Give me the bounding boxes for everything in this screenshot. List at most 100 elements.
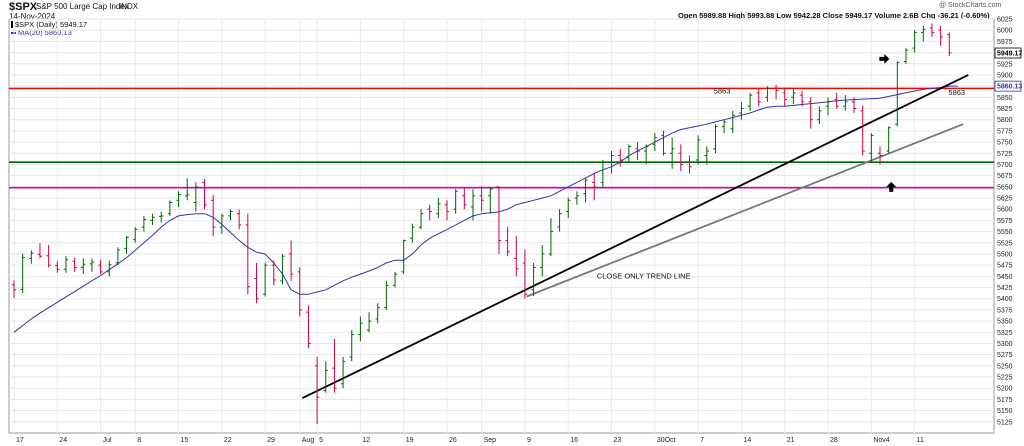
ohlc-bar	[808, 97, 813, 129]
last-price-tag: 5949.17	[997, 51, 1022, 58]
ohlc-bar	[557, 209, 562, 232]
ohlc-bar	[55, 261, 60, 273]
ohlc-bar	[418, 209, 424, 230]
chart-annotation: 5863	[714, 87, 731, 96]
ohlc-bar	[29, 250, 34, 264]
y-tick-label: 5700	[997, 162, 1013, 169]
ohlc-bar	[462, 186, 467, 210]
ohlc-bar	[626, 144, 632, 163]
ohlc-bar	[271, 260, 276, 286]
ohlc-bars	[11, 23, 952, 425]
y-tick-label: 5525	[997, 240, 1013, 247]
chart-date: 14-Nov-2024	[9, 12, 56, 21]
ohlc-bar	[72, 258, 77, 272]
x-tick-label: 16	[570, 437, 578, 444]
ohlc-bar	[817, 106, 822, 125]
ohlc-bar	[124, 236, 129, 254]
ohlc-bar	[860, 105, 865, 156]
x-axis: 17 24 Jul 8 15 22 29 Aug 5 12 19 26 Sep 9 16 23 30Oct 7 14…	[16, 437, 924, 444]
ohlc-bar	[81, 258, 86, 275]
ohlc-bar	[643, 144, 649, 165]
ohlc-bar	[713, 124, 718, 154]
ohlc-bar	[799, 90, 805, 107]
ohlc-bar	[895, 61, 900, 127]
y-tick-label: 5450	[997, 274, 1013, 281]
ohlc-bar	[314, 356, 320, 425]
y-tick-label: 5425	[997, 285, 1013, 292]
x-tick-label: 12	[362, 437, 370, 444]
ohlc-bar	[661, 130, 666, 156]
ohlc-bar	[635, 142, 640, 160]
trendline	[526, 123, 964, 298]
y-tick-label: 5400	[997, 296, 1013, 303]
ohlc-bar	[929, 23, 935, 37]
ma-value-tag-box	[994, 80, 1022, 92]
x-tick-label: 21	[787, 437, 795, 444]
ohlc-bar	[704, 146, 709, 165]
y-tick-label: 5150	[997, 408, 1013, 415]
ohlc-bar	[721, 119, 727, 134]
ohlc-bar	[410, 223, 415, 243]
ohlc-bar	[548, 218, 554, 257]
ohlc-bar	[687, 155, 692, 174]
ma-value-tag: 5860.13	[997, 84, 1022, 91]
y-tick-label: 5375	[997, 307, 1013, 314]
ohlc-bar	[773, 84, 779, 100]
legend-price: $SPX (Daily) 5949.17	[11, 20, 87, 29]
y-tick-label: 5650	[997, 184, 1013, 191]
x-tick-label: 17	[16, 437, 24, 444]
exchange-label: INDX	[119, 2, 139, 11]
y-axis: 6025600059755950592559005875585058255800…	[997, 17, 1013, 427]
ohlc-bar	[652, 133, 658, 152]
x-tick-label: Aug	[302, 437, 315, 444]
stockcharts-credit: @ StockCharts.com	[939, 2, 1002, 9]
ohlc-bar	[678, 144, 684, 172]
y-tick-label: 5600	[997, 207, 1013, 214]
y-tick-label: 5750	[997, 140, 1013, 147]
x-tick-label: 19	[406, 437, 414, 444]
arrow-up-icon	[886, 181, 897, 192]
marker-layer	[879, 53, 897, 192]
x-tick-label: Jul	[103, 437, 112, 444]
ohlc-bar	[851, 97, 857, 113]
ohlc-bar	[583, 177, 588, 203]
y-tick-label: 5575	[997, 218, 1013, 225]
chart-annotation: 5863	[948, 88, 965, 97]
ohlc-bar	[219, 213, 225, 234]
ohlc-bar	[228, 209, 233, 221]
ohlc-bar	[765, 86, 770, 102]
ohlc-bar	[488, 186, 493, 214]
ohlc-bar	[938, 25, 943, 46]
y-tick-label: 6025	[997, 17, 1013, 24]
x-tick-label: 9	[527, 437, 531, 444]
y-tick-label: 5475	[997, 263, 1013, 270]
ohlc-bar	[574, 191, 580, 205]
ohlc-bar	[340, 356, 346, 389]
ohlc-bar	[297, 267, 302, 317]
ohlc-bar	[695, 135, 701, 165]
ohlc-bar	[401, 239, 406, 275]
ohlc-bar	[210, 194, 216, 237]
y-tick-label: 6000	[997, 28, 1013, 35]
y-tick-label: 5225	[997, 375, 1013, 382]
ohlc-bar	[756, 88, 761, 107]
ohlc-bar	[531, 262, 536, 297]
ohlc-bar	[133, 227, 138, 243]
ohlc-bar	[288, 240, 294, 281]
ohlc-bar	[436, 198, 441, 219]
moving-average-layer	[13, 85, 958, 333]
ohlc-bar	[427, 204, 432, 221]
index-name: S&P 500 Large Cap Index	[36, 2, 129, 11]
ohlc-bar	[877, 146, 883, 165]
ohlc-bar	[306, 305, 311, 348]
legend-price-swatch	[11, 21, 13, 28]
plot-frame	[8, 18, 995, 434]
ohlc-bar	[566, 197, 571, 219]
ohlc-bar	[115, 247, 121, 266]
ohlc-bar	[349, 330, 354, 362]
y-tick-label: 5250	[997, 363, 1013, 370]
grid-layer	[9, 18, 994, 433]
ohlc-bar	[20, 253, 25, 293]
y-tick-label: 5825	[997, 106, 1013, 113]
ohlc-bar	[730, 110, 735, 134]
